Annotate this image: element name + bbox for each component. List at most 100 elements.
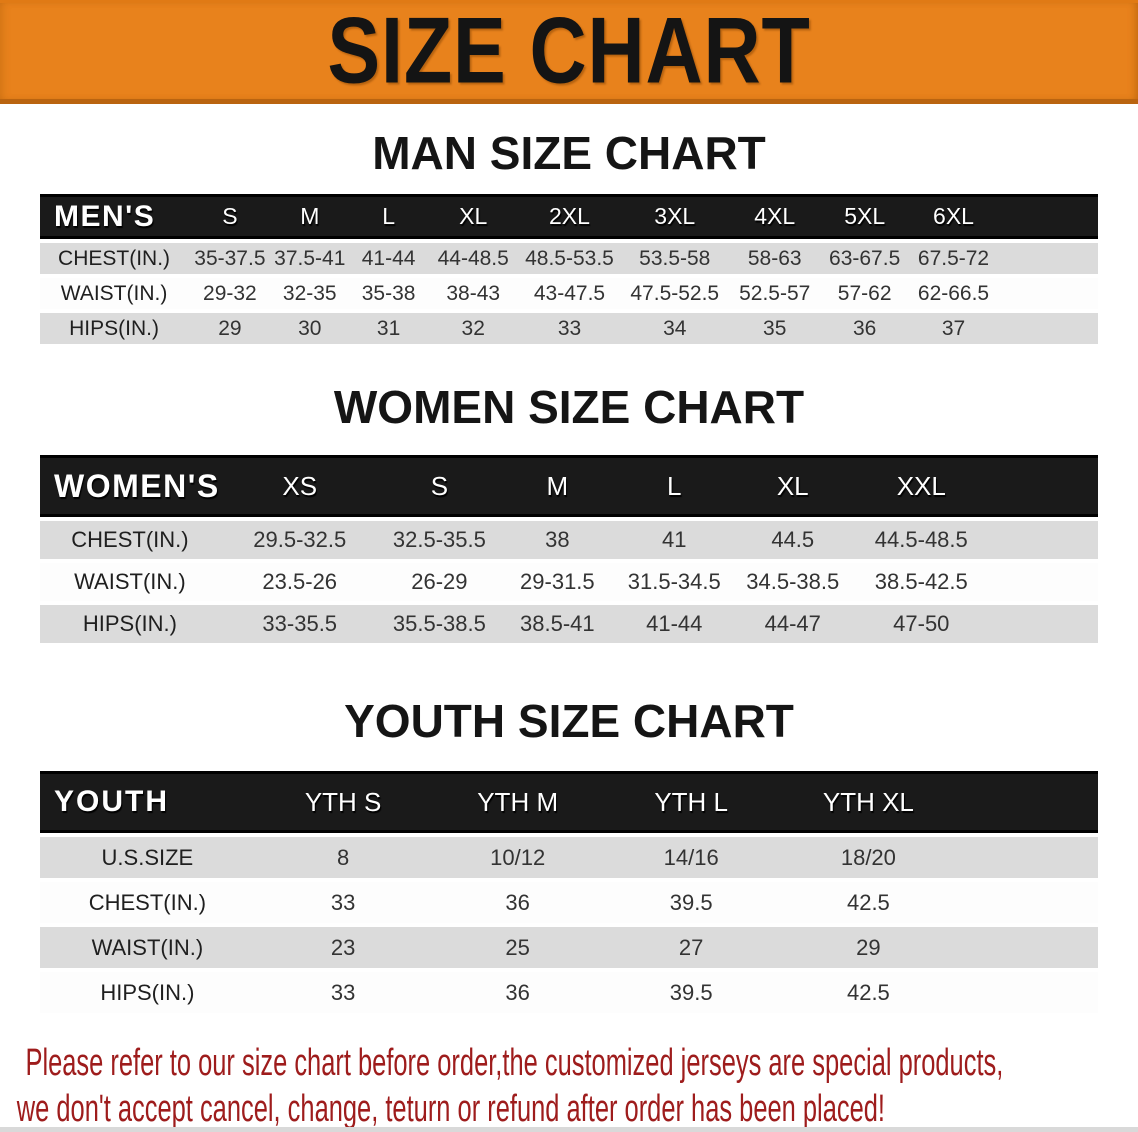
cell: 37.5-41 bbox=[271, 239, 348, 274]
youth-col-yth-s: YTH S bbox=[254, 771, 432, 833]
row-filler bbox=[958, 833, 1098, 878]
row-label: HIPS(IN.) bbox=[40, 601, 220, 643]
womens-col-xxl: XXL bbox=[852, 455, 991, 517]
cell: 37 bbox=[907, 309, 1000, 344]
cell: 39.5 bbox=[603, 878, 779, 923]
cell: 29-31.5 bbox=[499, 559, 616, 601]
cell: 35.5-38.5 bbox=[379, 601, 500, 643]
youth-header-filler bbox=[958, 771, 1098, 833]
row-filler bbox=[999, 274, 1098, 309]
cell: 32 bbox=[429, 309, 518, 344]
youth-col-yth-m: YTH M bbox=[431, 771, 604, 833]
womens-row-chest-in: CHEST(IN.) 29.5-32.5 32.5-35.5 38 41 44.5 44.5… bbox=[40, 517, 1098, 559]
cell: 53.5-58 bbox=[621, 239, 728, 274]
youth-section: YOUTH SIZE CHART YOUTH YTH S YTH M YTH L YTH… bbox=[0, 698, 1138, 1013]
cell: 23.5-26 bbox=[219, 559, 380, 601]
cell: 38 bbox=[499, 517, 616, 559]
womens-col-l: L bbox=[615, 455, 733, 517]
mens-col-m: M bbox=[271, 194, 348, 239]
disclaimer-line-2: we don't accept cancel, change, teturn o… bbox=[16, 1088, 885, 1130]
cell: 29 bbox=[778, 923, 959, 968]
cell: 32.5-35.5 bbox=[379, 517, 500, 559]
cell: 47-50 bbox=[852, 601, 991, 643]
cell: 8 bbox=[254, 833, 432, 878]
cell: 62-66.5 bbox=[907, 274, 1000, 309]
cell: 48.5-53.5 bbox=[517, 239, 622, 274]
cell: 39.5 bbox=[603, 968, 779, 1013]
cell: 33-35.5 bbox=[219, 601, 380, 643]
cell: 63-67.5 bbox=[821, 239, 908, 274]
cell: 29.5-32.5 bbox=[219, 517, 380, 559]
womens-section: WOMEN SIZE CHART WOMEN'S XS S M L XL XXL CHEST(… bbox=[0, 384, 1138, 643]
cell: 38.5-41 bbox=[499, 601, 616, 643]
mens-col-6xl: 6XL bbox=[907, 194, 1000, 239]
mens-size-table: MEN'S S M L XL 2XL 3XL 4XL 5XL 6XL CHEST(IN.) 35-37… bbox=[40, 194, 1098, 344]
womens-row-waist-in: WAIST(IN.) 23.5-26 26-29 29-31.5 31.5-34.5 34… bbox=[40, 559, 1098, 601]
disclaimer-line-1: Please refer to our size chart before or… bbox=[25, 1042, 1004, 1084]
cell: 32-35 bbox=[271, 274, 348, 309]
row-label: CHEST(IN.) bbox=[40, 239, 189, 274]
mens-col-5xl: 5XL bbox=[821, 194, 908, 239]
cell: 36 bbox=[431, 968, 604, 1013]
youth-row-waist-in: WAIST(IN.) 23 25 27 29 bbox=[40, 923, 1098, 968]
womens-row-hips-in: HIPS(IN.) 33-35.5 35.5-38.5 38.5-41 41-44 44-… bbox=[40, 601, 1098, 643]
cell: 31.5-34.5 bbox=[615, 559, 733, 601]
cell: 35-38 bbox=[347, 274, 430, 309]
cell: 44.5 bbox=[732, 517, 853, 559]
youth-col-yth-xl: YTH XL bbox=[778, 771, 959, 833]
row-filler bbox=[958, 923, 1098, 968]
womens-col-xs: XS bbox=[219, 455, 380, 517]
cell: 33 bbox=[517, 309, 622, 344]
cell: 36 bbox=[821, 309, 908, 344]
row-filler bbox=[999, 309, 1098, 344]
size-chart-banner: SIZE CHART bbox=[0, 0, 1138, 104]
row-label: WAIST(IN.) bbox=[40, 274, 189, 309]
mens-col-xl: XL bbox=[429, 194, 518, 239]
bottom-edge-strip bbox=[0, 1127, 1138, 1132]
cell: 58-63 bbox=[727, 239, 822, 274]
cell: 14/16 bbox=[603, 833, 779, 878]
cell: 10/12 bbox=[431, 833, 604, 878]
womens-header-filler bbox=[990, 455, 1098, 517]
youth-table-label: YOUTH bbox=[40, 771, 255, 833]
mens-row-waist-in: WAIST(IN.) 29-32 32-35 35-38 38-43 43-47.5 47.… bbox=[40, 274, 1098, 309]
womens-table-container: WOMEN'S XS S M L XL XXL CHEST(IN.) 29.5-32.5 32.5… bbox=[0, 455, 1138, 643]
cell: 34.5-38.5 bbox=[732, 559, 853, 601]
cell: 44-47 bbox=[732, 601, 853, 643]
womens-col-xl: XL bbox=[732, 455, 853, 517]
cell: 41-44 bbox=[615, 601, 733, 643]
mens-col-3xl: 3XL bbox=[621, 194, 728, 239]
row-filler bbox=[958, 878, 1098, 923]
cell: 42.5 bbox=[778, 878, 959, 923]
mens-header-row: MEN'S S M L XL 2XL 3XL 4XL 5XL 6XL bbox=[40, 194, 1098, 239]
cell: 41-44 bbox=[347, 239, 430, 274]
youth-col-yth-l: YTH L bbox=[603, 771, 779, 833]
cell: 33 bbox=[254, 878, 432, 923]
womens-size-table: WOMEN'S XS S M L XL XXL CHEST(IN.) 29.5-32.5 32.5… bbox=[40, 455, 1098, 643]
mens-col-l: L bbox=[347, 194, 430, 239]
cell: 27 bbox=[603, 923, 779, 968]
womens-col-m: M bbox=[499, 455, 616, 517]
cell: 57-62 bbox=[821, 274, 908, 309]
cell: 31 bbox=[347, 309, 430, 344]
mens-table-container: MEN'S S M L XL 2XL 3XL 4XL 5XL 6XL CHEST(IN.) 35-37… bbox=[0, 194, 1138, 344]
youth-row-u-s-size: U.S.SIZE 8 10/12 14/16 18/20 bbox=[40, 833, 1098, 878]
cell: 25 bbox=[431, 923, 604, 968]
cell: 34 bbox=[621, 309, 728, 344]
youth-row-hips-in: HIPS(IN.) 33 36 39.5 42.5 bbox=[40, 968, 1098, 1013]
mens-table-label: MEN'S bbox=[40, 194, 189, 239]
cell: 26-29 bbox=[379, 559, 500, 601]
mens-col-4xl: 4XL bbox=[727, 194, 822, 239]
row-label: WAIST(IN.) bbox=[40, 923, 255, 968]
cell: 29-32 bbox=[188, 274, 272, 309]
womens-table-label: WOMEN'S bbox=[40, 455, 220, 517]
cell: 23 bbox=[254, 923, 432, 968]
cell: 44-48.5 bbox=[429, 239, 518, 274]
cell: 35 bbox=[727, 309, 822, 344]
mens-section: MAN SIZE CHART MEN'S S M L XL 2XL 3XL 4XL 5XL 6XL… bbox=[0, 130, 1138, 344]
womens-header-row: WOMEN'S XS S M L XL XXL bbox=[40, 455, 1098, 517]
mens-col-s: S bbox=[188, 194, 272, 239]
cell: 44.5-48.5 bbox=[852, 517, 991, 559]
banner-title: SIZE CHART bbox=[327, 0, 811, 103]
row-label: HIPS(IN.) bbox=[40, 309, 189, 344]
